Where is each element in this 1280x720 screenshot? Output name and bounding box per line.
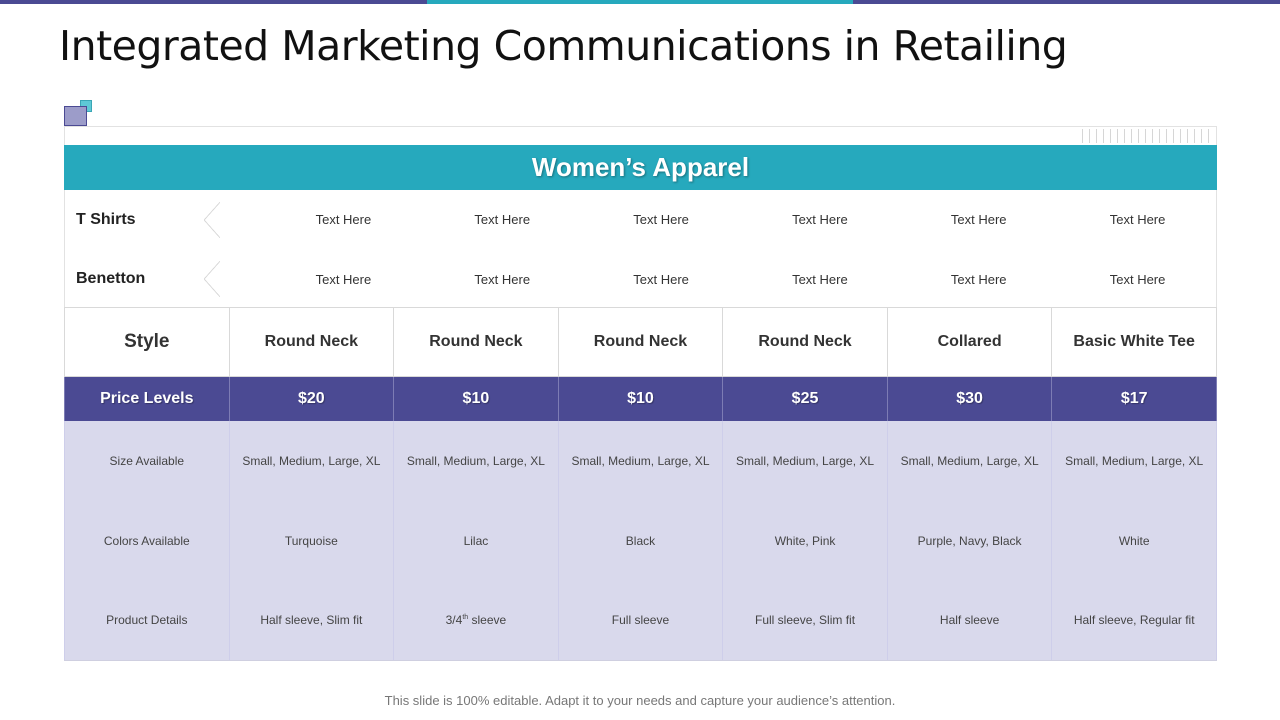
style-cell: Basic White Tee — [1051, 307, 1217, 377]
row-label: T Shirts — [76, 211, 136, 228]
row-header: Style — [64, 307, 230, 377]
placeholder-text: Text Here — [474, 272, 531, 287]
style-cell: Collared — [886, 307, 1053, 377]
row-header: Product Details — [64, 580, 230, 661]
table-cell-sleeve: 3/4th sleeve — [393, 580, 559, 661]
table-cell: Small, Medium, Large, XL — [886, 420, 1053, 501]
price-cell: $10 — [557, 376, 724, 421]
label-row-tshirts: T Shirts Text Here Text Here Text Here T… — [64, 190, 1217, 250]
row-label: Benetton — [76, 270, 146, 287]
ordinal-suffix: th — [462, 614, 469, 622]
price-cell: $25 — [722, 376, 888, 421]
style-cell: Round Neck — [393, 307, 559, 377]
table-cell: Small, Medium, Large, XL — [557, 420, 724, 501]
style-cell: Round Neck — [557, 307, 724, 377]
footer-note: This slide is 100% editable. Adapt it to… — [384, 693, 896, 708]
decorative-ticks — [1082, 129, 1212, 143]
table-cell: Black — [557, 500, 724, 581]
placeholder-text: Text Here — [633, 272, 689, 287]
table-cell: Full sleeve — [557, 580, 724, 661]
row-header: Size Available — [64, 420, 230, 501]
style-cell: Round Neck — [722, 307, 888, 377]
slide-title: Integrated Marketing Communications in R… — [59, 22, 1068, 70]
decorative-squares-icon — [64, 100, 94, 130]
table-cell: Small, Medium, Large, XL — [1051, 420, 1217, 501]
placeholder-text: Text Here — [633, 212, 689, 227]
placeholder-text: Text Here — [315, 212, 372, 227]
table-cell: Full sleeve, Slim fit — [722, 580, 888, 661]
table-cell: Small, Medium, Large, XL — [228, 420, 395, 501]
style-cell: Round Neck — [228, 307, 395, 377]
placeholder-text: Text Here — [792, 212, 848, 227]
table-cell: White, Pink — [722, 500, 888, 581]
price-cell: $10 — [393, 376, 559, 421]
table-cell: Turquoise — [228, 500, 395, 581]
row-label-arrow: Benetton — [66, 261, 220, 297]
top-accent-bar — [0, 0, 1280, 4]
placeholder-text: Text Here — [1109, 212, 1166, 227]
table-cell: Lilac — [393, 500, 559, 581]
table-cell: Small, Medium, Large, XL — [393, 420, 559, 501]
apparel-table: Style Round Neck Round Neck Round Neck R… — [64, 307, 1217, 661]
table-row-price: Price Levels $20 $10 $10 $25 $30 $17 — [64, 376, 1217, 421]
table-row-size: Size Available Small, Medium, Large, XL … — [64, 420, 1217, 501]
placeholder-text: Text Here — [950, 212, 1007, 227]
price-cell: $30 — [886, 376, 1053, 421]
placeholder-text: Text Here — [474, 212, 531, 227]
placeholder-text: Text Here — [315, 272, 372, 287]
table-row-style: Style Round Neck Round Neck Round Neck R… — [64, 307, 1217, 377]
row-header: Price Levels — [64, 376, 230, 421]
sleeve-fraction: 3/4 — [445, 613, 463, 628]
table-cell: Small, Medium, Large, XL — [722, 420, 888, 501]
table-cell: Half sleeve — [886, 580, 1053, 661]
table-cell: Half sleeve, Slim fit — [228, 580, 395, 661]
placeholder-text: Text Here — [950, 272, 1007, 287]
table-cell: Half sleeve, Regular fit — [1051, 580, 1217, 661]
sleeve-text: sleeve — [468, 613, 507, 628]
row-header: Colors Available — [64, 500, 230, 581]
placeholder-text: Text Here — [1109, 272, 1166, 287]
banner-title: Women’s Apparel — [531, 152, 750, 182]
table-row-details: Product Details Half sleeve, Slim fit 3/… — [64, 580, 1217, 661]
label-row-benetton: Benetton Text Here Text Here Text Here T… — [64, 250, 1217, 310]
row-label-arrow: T Shirts — [66, 202, 220, 238]
table-cell: White — [1051, 500, 1217, 581]
placeholder-text: Text Here — [792, 272, 848, 287]
price-cell: $17 — [1051, 376, 1217, 421]
section-banner: Women’s Apparel — [64, 145, 1217, 190]
table-cell: Purple, Navy, Black — [886, 500, 1053, 581]
table-row-colors: Colors Available Turquoise Lilac Black W… — [64, 500, 1217, 581]
price-cell: $20 — [228, 376, 395, 421]
